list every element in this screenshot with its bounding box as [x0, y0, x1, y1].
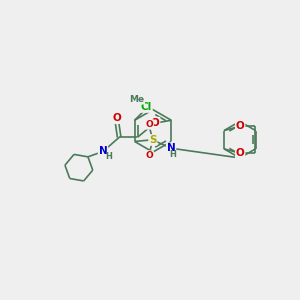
Text: O: O: [146, 151, 153, 160]
Text: S: S: [149, 135, 157, 145]
Text: Me: Me: [129, 95, 144, 104]
Text: Cl: Cl: [141, 102, 152, 112]
Text: O: O: [236, 121, 244, 131]
Text: H: H: [169, 150, 176, 159]
Text: N: N: [167, 143, 176, 153]
Text: O: O: [236, 148, 244, 158]
Text: O: O: [151, 118, 160, 128]
Text: N: N: [99, 146, 107, 157]
Text: H: H: [105, 152, 112, 161]
Text: O: O: [112, 113, 121, 123]
Text: O: O: [146, 120, 153, 129]
